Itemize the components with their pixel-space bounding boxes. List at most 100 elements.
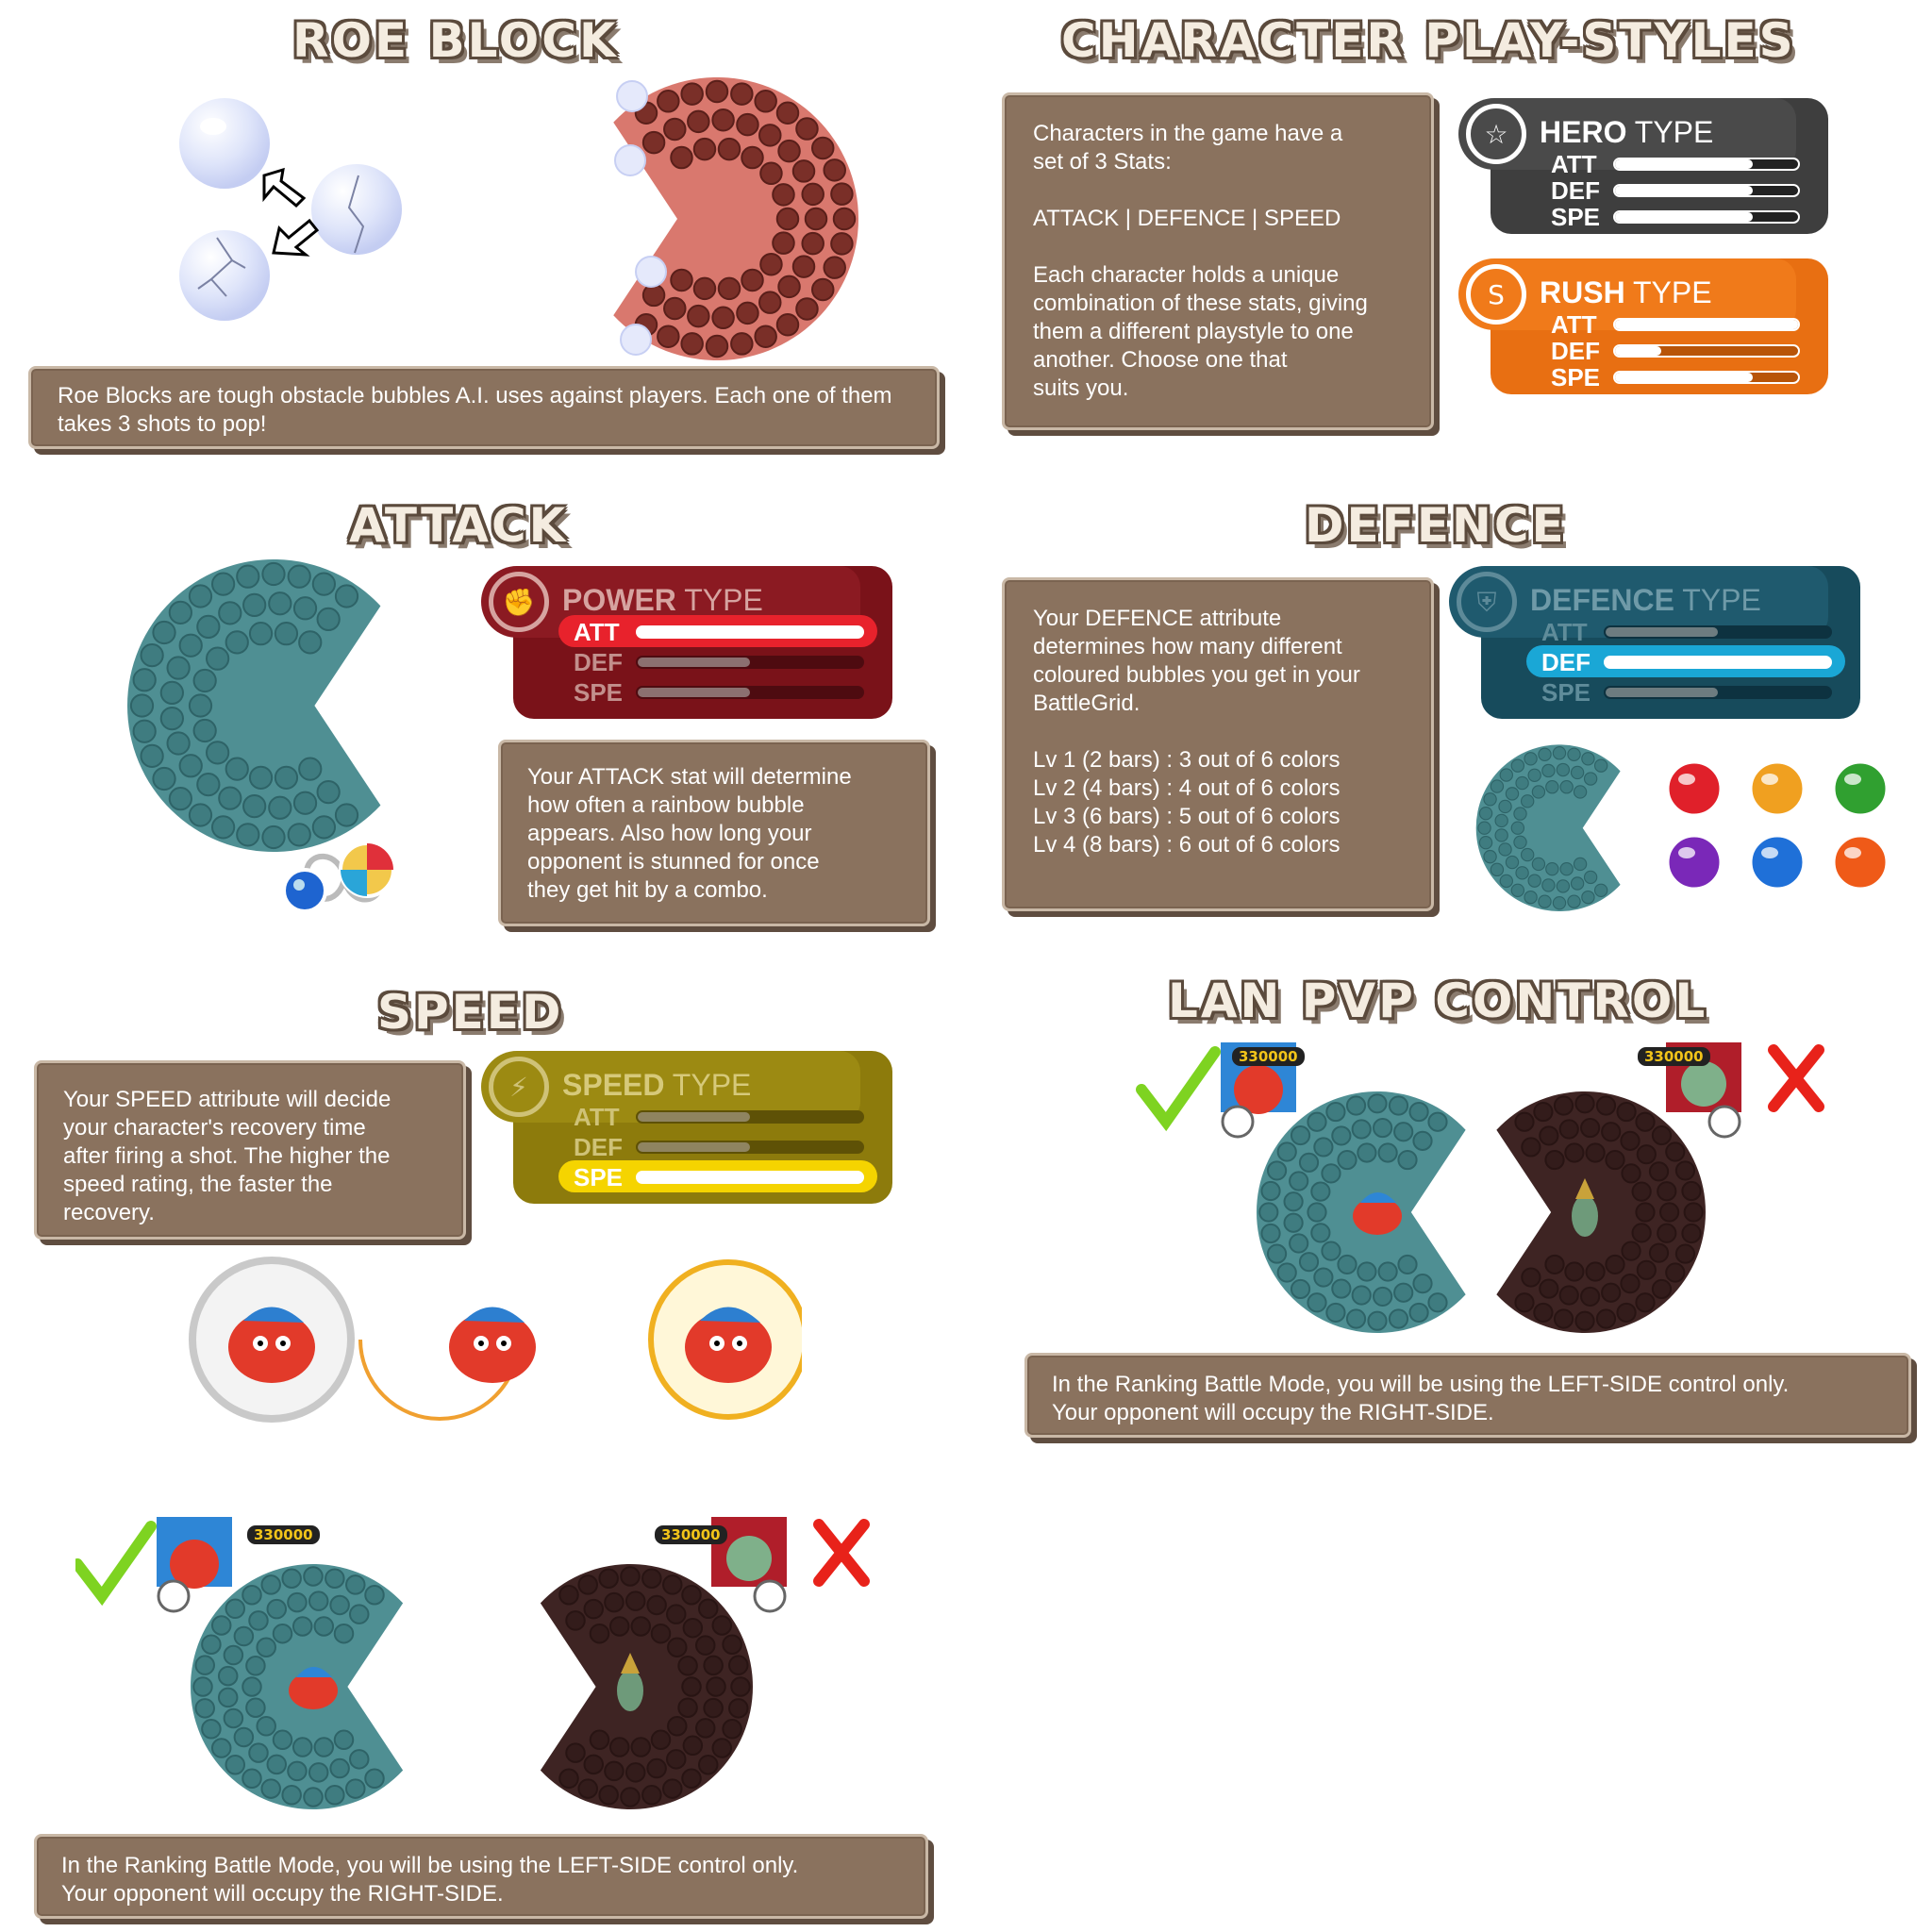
grid-bubble — [329, 1594, 350, 1616]
stat-bar-fill — [638, 1112, 750, 1122]
grid-bubble — [1659, 1202, 1680, 1223]
grid-bubble — [692, 137, 717, 161]
grid-bubble — [687, 304, 710, 328]
grid-bubble — [325, 1568, 345, 1589]
grid-bubble — [1357, 1142, 1377, 1163]
grid-bubble — [1521, 1137, 1541, 1158]
grid-bubble — [736, 301, 759, 325]
grid-bubble — [703, 1655, 724, 1676]
playstyles-title: CHARACTER PLAY-STYLES — [1061, 13, 1796, 68]
attack-description-panel: Your ATTACK stat will determine how often… — [498, 740, 930, 926]
grid-bubble — [1321, 1163, 1341, 1184]
grid-bubble — [1498, 842, 1512, 857]
grid-bubble — [1266, 1243, 1288, 1264]
color-bubble — [1749, 834, 1806, 891]
grid-bubble — [287, 564, 311, 589]
grid-bubble — [364, 1768, 385, 1790]
grid-bubble — [242, 592, 267, 618]
grid-bubble — [1570, 765, 1585, 780]
stat-bar-fill — [1606, 658, 1830, 667]
hero-type-card: ☆ HERO TYPE ATT DEF SPE — [1458, 98, 1828, 234]
grid-bubble — [1567, 747, 1581, 761]
grid-bubble — [303, 1566, 324, 1587]
grid-bubble — [364, 1584, 385, 1606]
grid-bubble — [589, 1623, 610, 1644]
grid-bubble — [152, 620, 176, 645]
grid-bubble — [291, 1737, 313, 1757]
grid-bubble — [1593, 758, 1608, 773]
grid-bubble — [1620, 1274, 1641, 1294]
grid-bubble — [1351, 1285, 1372, 1306]
grid-bubble — [681, 1584, 702, 1606]
grid-bubble — [188, 584, 213, 608]
grid-bubble — [292, 596, 318, 621]
grid-bubble — [1505, 855, 1520, 870]
grid-bubble — [598, 1785, 619, 1806]
grid-bubble — [192, 718, 217, 743]
grid-bubble — [1648, 1161, 1670, 1182]
grid-bubble — [681, 1676, 702, 1697]
ranking-left-score: 330000 — [247, 1525, 320, 1544]
roe-bubble-cracked-1 — [311, 164, 402, 255]
grid-bubble — [1276, 1262, 1297, 1283]
grid-bubble — [256, 1716, 276, 1737]
grid-bubble — [1377, 1142, 1398, 1163]
grid-bubble — [188, 803, 213, 827]
grid-bubble — [1674, 1243, 1696, 1264]
attack-teal-grid — [127, 559, 381, 852]
grid-bubble — [641, 283, 666, 308]
defence-type-card: ⛨ DEFENCE TYPE ATT DEF SPE — [1449, 566, 1860, 719]
grid-bubble — [565, 1742, 586, 1763]
grid-bubble — [706, 1676, 726, 1697]
stat-bar — [1613, 210, 1800, 224]
grid-bubble — [1313, 1267, 1334, 1288]
grid-bubble — [565, 1610, 586, 1631]
ranking-player-character — [289, 1667, 338, 1709]
grid-bubble — [1601, 1282, 1622, 1303]
grid-bubble — [677, 1656, 698, 1676]
lan-check-icon — [1136, 1046, 1221, 1132]
grid-bubble — [759, 252, 783, 276]
roe-block-description: Roe Blocks are tough obstacle bubbles A.… — [58, 383, 892, 437]
arrow-icon — [272, 218, 320, 257]
grid-bubble — [810, 136, 835, 160]
grid-bubble — [260, 1574, 281, 1595]
stat-bar — [1604, 625, 1832, 639]
card-type-name: POWER TYPE — [562, 583, 763, 618]
grid-bubble — [694, 1635, 716, 1656]
card-type-name: HERO TYPE — [1540, 115, 1713, 150]
grid-bubble — [1574, 1310, 1595, 1331]
grid-bubble — [754, 90, 777, 113]
grid-bubble — [666, 1604, 687, 1624]
grid-bubble — [308, 1762, 329, 1783]
grid-bubble — [129, 693, 155, 718]
grid-bubble — [159, 680, 184, 706]
grid-bubble — [1258, 1202, 1279, 1223]
stat-label: SPE — [574, 1163, 624, 1191]
stat-bar — [1613, 158, 1800, 171]
text-line: Lv 3 (6 bars) : 5 out of 6 colors — [1033, 804, 1341, 829]
grid-bubble — [577, 1778, 598, 1799]
grid-bubble — [1412, 1274, 1433, 1294]
grid-bubble — [777, 139, 801, 163]
stat-bar-fill — [1606, 688, 1718, 697]
grid-bubble — [1307, 1202, 1327, 1223]
grid-bubble — [832, 207, 857, 231]
grid-bubble — [1544, 1149, 1565, 1171]
lan-pvp-description: In the Ranking Battle Mode, you will be … — [1052, 1371, 1884, 1427]
grid-bubble — [1539, 1278, 1559, 1299]
grid-bubble — [823, 256, 846, 279]
grid-bubble — [287, 1591, 308, 1613]
grid-bubble — [604, 1760, 625, 1782]
grid-bubble — [1527, 768, 1541, 782]
stat-label: SPE — [1551, 363, 1601, 391]
grid-bubble — [266, 1754, 288, 1775]
grid-bubble — [1605, 1254, 1625, 1275]
grid-bubble — [777, 275, 801, 299]
grid-bubble — [242, 793, 267, 819]
grid-bubble — [1558, 1285, 1579, 1306]
grid-bubble — [333, 1623, 355, 1644]
grid-bubble — [1533, 1302, 1554, 1324]
grid-bubble — [728, 1655, 749, 1675]
grid-bubble — [1260, 1223, 1281, 1244]
